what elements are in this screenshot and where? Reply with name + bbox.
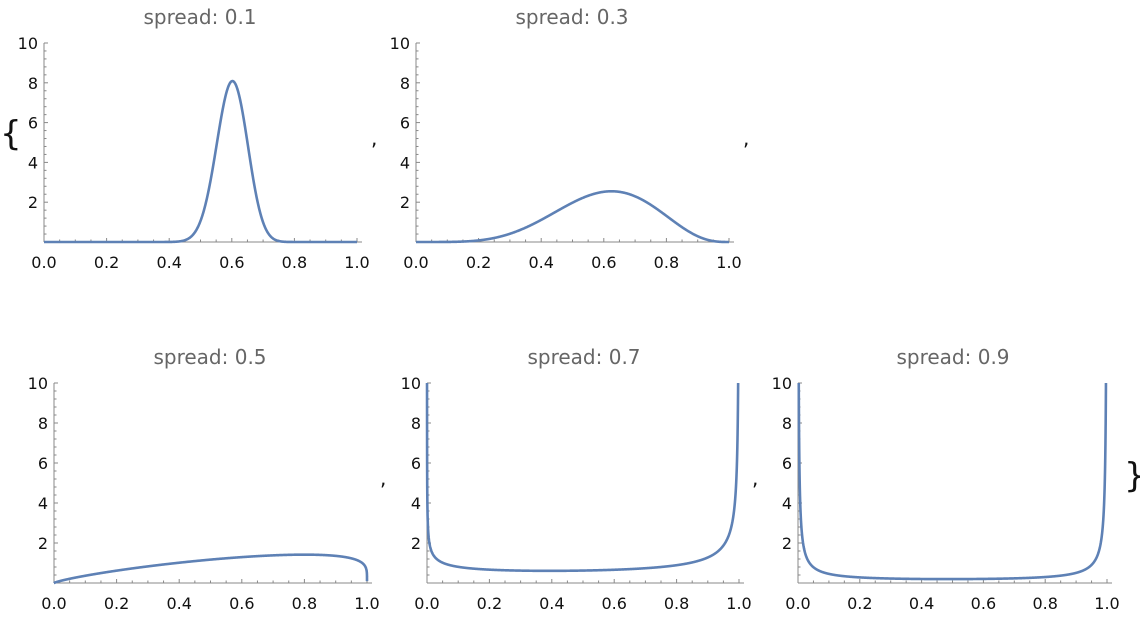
x-tick-label: 0.6	[971, 594, 996, 613]
y-tick-label: 2	[38, 534, 48, 553]
y-tick-label: 8	[782, 414, 792, 433]
x-tick-label: 0.0	[414, 594, 439, 613]
x-tick-label: 0.0	[785, 594, 810, 613]
x-tick-label: 1.0	[344, 253, 369, 272]
x-tick-label: 0.6	[219, 253, 244, 272]
y-tick-label: 4	[400, 153, 410, 172]
pdf-curve	[797, 383, 1108, 581]
x-tick-label: 0.2	[94, 253, 119, 272]
y-tick-label: 10	[772, 374, 792, 393]
pdf-curve	[414, 189, 731, 244]
y-tick-label: 2	[782, 534, 792, 553]
x-tick-label: 0.6	[601, 594, 626, 613]
open-brace: {	[0, 114, 22, 154]
separator-comma: ,	[752, 466, 758, 490]
pdf-curve	[42, 79, 359, 244]
y-tick-label: 10	[390, 34, 410, 53]
x-tick-label: 0.4	[539, 594, 564, 613]
x-tick-label: 0.4	[166, 594, 191, 613]
x-tick-label: 0.8	[664, 594, 689, 613]
y-tick-label: 2	[411, 534, 421, 553]
y-tick-label: 6	[38, 454, 48, 473]
x-tick-label: 0.4	[156, 253, 181, 272]
y-tick-label: 8	[28, 74, 38, 93]
y-tick-label: 8	[411, 414, 421, 433]
y-tick-label: 10	[18, 34, 38, 53]
x-tick-label: 0.0	[41, 594, 66, 613]
x-tick-label: 0.4	[528, 253, 553, 272]
pdf-curve	[52, 553, 369, 585]
y-tick-label: 2	[28, 193, 38, 212]
y-tick-label: 6	[28, 114, 38, 133]
beta-pdf-plot: spread: 0.9 0.0 0.2 0.4 0.6 0.8 1.0 2 4 6 8 10	[772, 345, 1120, 613]
x-tick-label: 0.0	[403, 253, 428, 272]
y-tick-label: 4	[28, 153, 38, 172]
beta-pdf-plot: spread: 0.1 0.0 0.2 0.4 0.6 0.8 1.0 2 4 6 8 10	[18, 5, 370, 272]
plot-title: spread: 0.3	[515, 5, 628, 29]
separator-comma: ,	[743, 126, 749, 150]
x-tick-label: 0.8	[282, 253, 307, 272]
x-tick-label: 1.0	[354, 594, 379, 613]
y-tick-label: 10	[28, 374, 48, 393]
x-tick-label: 0.2	[104, 594, 129, 613]
x-tick-label: 0.2	[466, 253, 491, 272]
x-tick-label: 1.0	[726, 594, 751, 613]
x-tick-label: 0.2	[847, 594, 872, 613]
y-tick-label: 8	[38, 414, 48, 433]
x-tick-label: 0.8	[1032, 594, 1057, 613]
y-tick-label: 2	[400, 193, 410, 212]
beta-pdf-plot: spread: 0.7 0.0 0.2 0.4 0.6 0.8 1.0 2 4 6 8 10	[401, 345, 752, 613]
separator-comma: ,	[371, 126, 377, 150]
pdf-curve	[425, 383, 740, 573]
y-tick-label: 8	[400, 74, 410, 93]
beta-pdf-plot: spread: 0.5 0.0 0.2 0.4 0.6 0.8 1.0 2 4 6 8 10	[28, 345, 380, 613]
beta-pdf-plot: spread: 0.3 0.0 0.2 0.4 0.6 0.8 1.0 2 4 6 8 10	[390, 5, 742, 272]
x-tick-label: 0.8	[654, 253, 679, 272]
plot-title: spread: 0.1	[143, 5, 256, 29]
y-tick-label: 6	[782, 454, 792, 473]
x-tick-label: 1.0	[1094, 594, 1119, 613]
y-tick-label: 6	[400, 114, 410, 133]
y-tick-label: 6	[411, 454, 421, 473]
y-tick-label: 4	[38, 494, 48, 513]
x-tick-label: 0.6	[591, 253, 616, 272]
x-tick-label: 0.4	[909, 594, 934, 613]
x-tick-label: 0.0	[31, 253, 56, 272]
y-tick-label: 10	[401, 374, 421, 393]
x-tick-label: 0.8	[292, 594, 317, 613]
plot-title: spread: 0.7	[527, 345, 640, 369]
x-tick-label: 1.0	[716, 253, 741, 272]
x-tick-label: 0.6	[229, 594, 254, 613]
x-tick-label: 0.2	[477, 594, 502, 613]
separator-comma: ,	[380, 466, 386, 490]
plot-title: spread: 0.5	[153, 345, 266, 369]
y-tick-label: 4	[782, 494, 792, 513]
close-brace: }	[1124, 456, 1140, 496]
plot-title: spread: 0.9	[896, 345, 1009, 369]
y-tick-label: 4	[411, 494, 421, 513]
